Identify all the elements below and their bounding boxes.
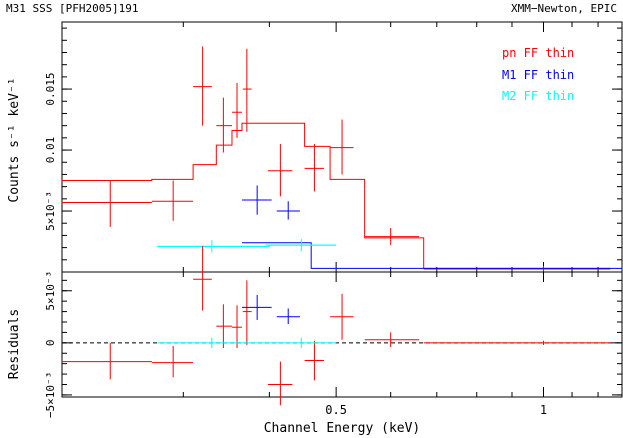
series-2 <box>157 337 337 349</box>
legend-entry-pn: pn FF thin <box>502 46 574 60</box>
spectrum-y-axis-label: Counts s⁻¹ keV⁻¹ <box>7 77 22 202</box>
series-1 <box>241 185 622 269</box>
y-tick-label: −5×10⁻³ <box>44 372 57 418</box>
y-tick-label: 0 <box>44 340 57 347</box>
x-tick-label: 0.5 <box>325 403 347 417</box>
y-tick-label: 0.015 <box>44 73 57 106</box>
x-tick-label: 1 <box>540 403 547 417</box>
legend-entry-m1: M1 FF thin <box>502 68 574 82</box>
plot-frame <box>61 271 623 398</box>
residuals-plot-area: −5×10⁻³ 0 5×10⁻³ 0.5 1 <box>44 245 623 418</box>
x-axis-label: Channel Energy (keV) <box>264 421 421 436</box>
series-1 <box>241 294 300 325</box>
series-0 <box>62 245 611 406</box>
series-2 <box>157 239 337 253</box>
model-line <box>62 122 611 269</box>
header-right-title: XMM−Newton, EPIC <box>511 2 617 15</box>
y-tick-label: 5×10⁻³ <box>44 191 57 231</box>
residuals-y-axis-label: Residuals <box>7 309 22 379</box>
model-line <box>241 242 622 269</box>
header-left-title: M31 SSS [PFH2005]191 <box>6 2 138 15</box>
series-0 <box>62 46 611 272</box>
legend-entry-m2: M2 FF thin <box>502 89 574 103</box>
legend: pn FF thin M1 FF thin M2 FF thin <box>502 46 574 103</box>
y-tick-label: 5×10⁻³ <box>44 271 57 311</box>
y-tick-label: 0.01 <box>44 137 57 164</box>
